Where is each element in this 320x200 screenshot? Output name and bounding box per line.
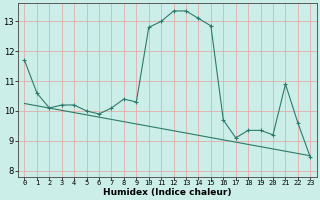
X-axis label: Humidex (Indice chaleur): Humidex (Indice chaleur)	[103, 188, 232, 197]
